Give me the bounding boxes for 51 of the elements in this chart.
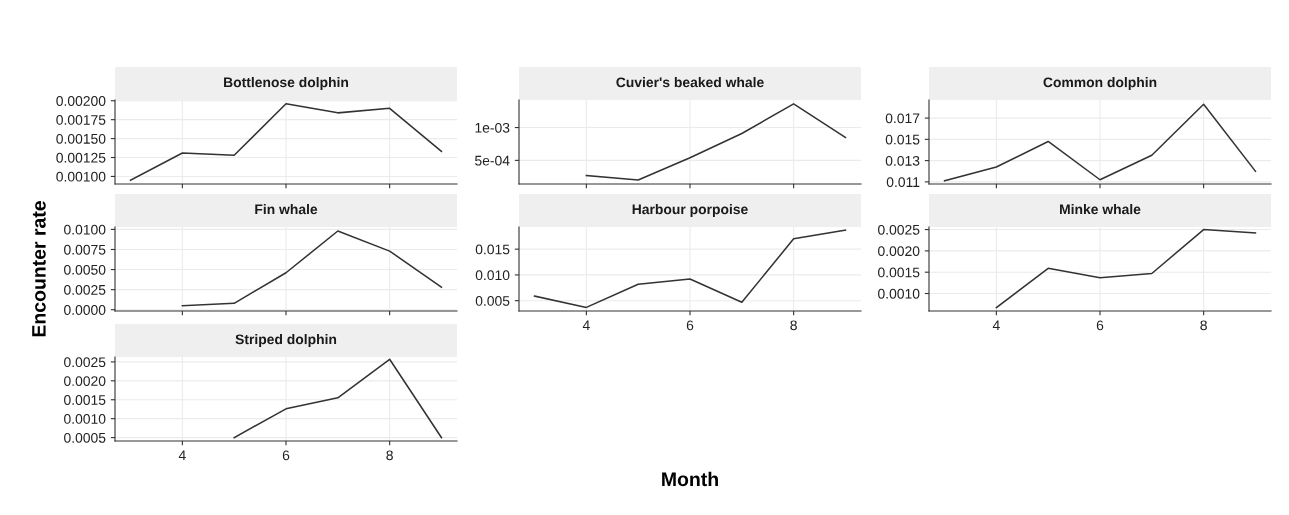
y-tick-label: 0.00125: [56, 152, 106, 163]
y-tick-label: 0.005: [475, 296, 510, 306]
y-tick-label: 0.0020: [878, 246, 920, 257]
y-tick-label: 5e-04: [475, 155, 510, 166]
x-tick-label: 4: [992, 320, 1000, 331]
y-tick-label: 0.0025: [64, 284, 106, 295]
line-series: [129, 103, 443, 181]
chart-title: Bottlenose dolphin: [224, 77, 349, 90]
line-series: [233, 358, 443, 439]
y-tick-label: 0.0015: [64, 395, 106, 405]
y-tick-label: 0.0025: [64, 357, 106, 368]
y-tick-label: 0.00200: [56, 96, 106, 106]
y-tick-label: 0.00175: [56, 115, 106, 125]
y-tick-label: 0.011: [886, 177, 920, 188]
y-tick-label: 0.00100: [56, 171, 106, 182]
y-tick-label: 0.017: [885, 113, 920, 124]
chart-title: Striped dolphin: [235, 334, 337, 347]
x-tick-label: 6: [686, 320, 694, 331]
chart-title: Common dolphin: [1043, 77, 1157, 90]
y-tick-label: 0.013: [885, 155, 920, 166]
y-tick-label: 0.0010: [64, 414, 106, 424]
y-tick-label: 0.0000: [64, 305, 106, 315]
y-tick-label: 0.0075: [64, 244, 106, 255]
x-tick-label: 6: [1096, 320, 1104, 331]
y-tick-label: 0.0100: [64, 224, 106, 235]
x-tick-label: 8: [790, 320, 797, 331]
y-tick-label: 0.0025: [878, 224, 920, 235]
x-tick-label: 4: [178, 450, 186, 461]
x-tick-label: 8: [386, 450, 393, 461]
y-tick-label: 0.0050: [64, 264, 106, 275]
chart-title: Minke whale: [1060, 204, 1141, 215]
y-tick-label: 0.00150: [56, 133, 106, 144]
x-tick-label: 4: [582, 320, 590, 331]
y-tick-label: 0.0010: [878, 288, 920, 299]
chart-title: Harbour porpoise: [632, 204, 748, 217]
line-series: [181, 230, 443, 307]
y-tick-label: 1e-03: [475, 122, 510, 133]
line-series: [533, 229, 847, 309]
y-tick-label: 0.015: [475, 244, 510, 255]
x-tick-label: 8: [1200, 320, 1207, 331]
x-tick-label: 6: [282, 450, 290, 461]
x-axis-title: Month: [662, 471, 718, 487]
chart-title: Cuvier's beaked whale: [616, 77, 764, 88]
y-tick-label: 0.0015: [878, 267, 920, 278]
chart-title: Fin whale: [255, 204, 318, 215]
y-tick-label: 0.0020: [64, 376, 106, 387]
line-series: [585, 103, 847, 181]
y-axis-title: Encounter rate: [32, 201, 46, 337]
y-tick-label: 0.0005: [64, 432, 106, 443]
y-tick-label: 0.010: [475, 270, 510, 281]
y-tick-label: 0.015: [885, 134, 920, 145]
